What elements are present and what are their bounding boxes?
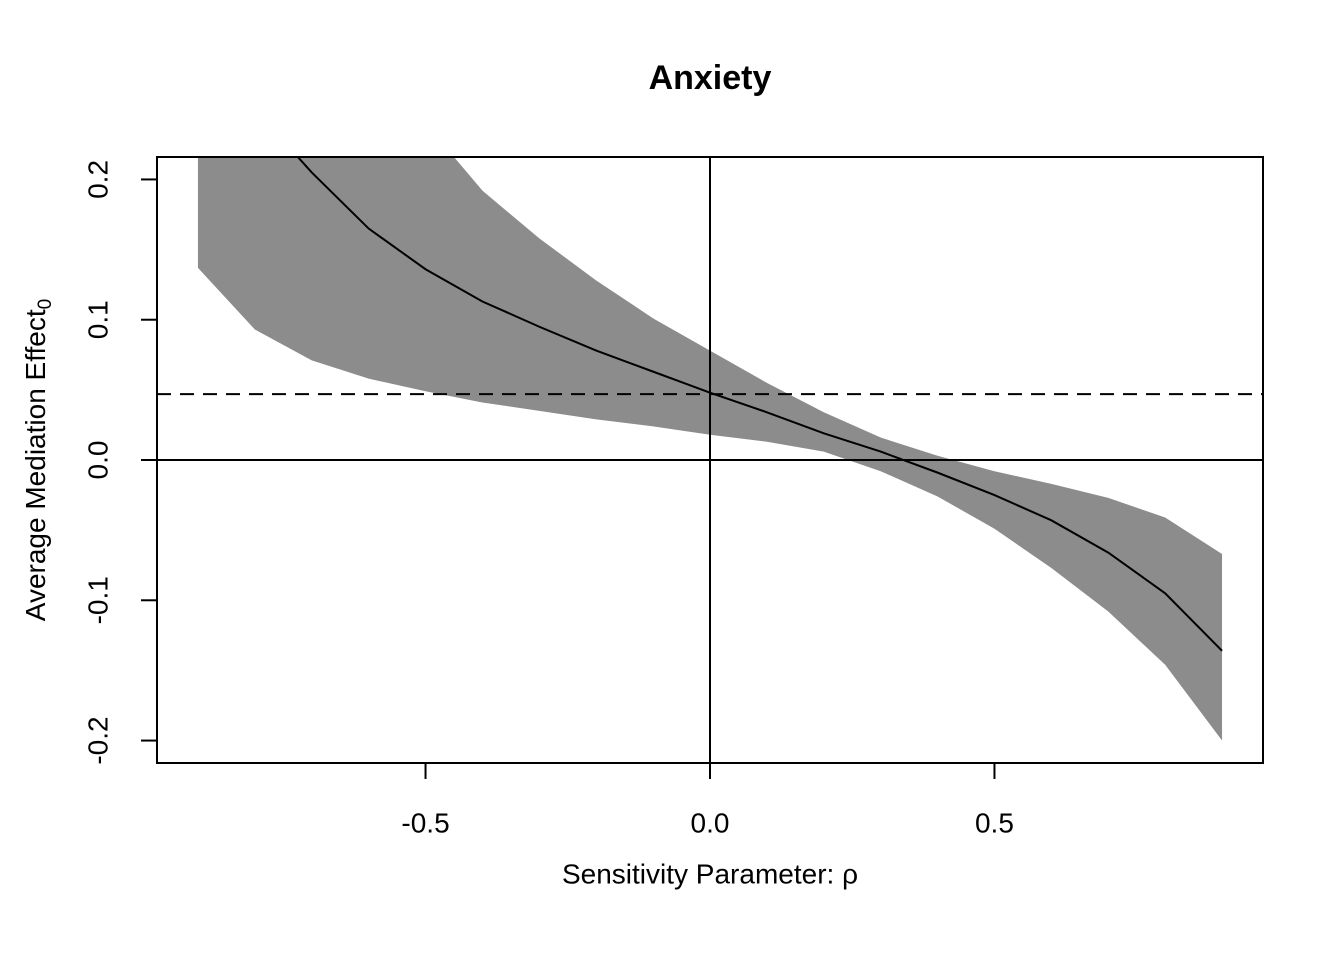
x-tick-label: -0.5 <box>401 807 449 838</box>
y-tick-label: 0.0 <box>82 441 113 480</box>
y-tick-label: 0.2 <box>82 160 113 199</box>
y-axis-label-group: Average Mediation Effect0 <box>20 299 56 621</box>
y-tick-label: -0.1 <box>82 576 113 624</box>
estimate-line <box>296 157 1223 652</box>
y-tick-label: -0.2 <box>82 716 113 764</box>
y-axis-label-subscript: 0 <box>35 299 56 310</box>
x-tick-label: 0.0 <box>691 807 730 838</box>
y-axis-label-main: Average Mediation Effect <box>20 309 51 621</box>
x-axis-label: Sensitivity Parameter: ρ <box>562 858 858 889</box>
confidence-band <box>197 157 1223 741</box>
chart-title: Anxiety <box>649 59 772 97</box>
y-axis-label: Average Mediation Effect0 <box>20 299 56 621</box>
y-tick-label: 0.1 <box>82 300 113 339</box>
x-tick-label: 0.5 <box>975 807 1014 838</box>
plot-area <box>157 157 1263 763</box>
